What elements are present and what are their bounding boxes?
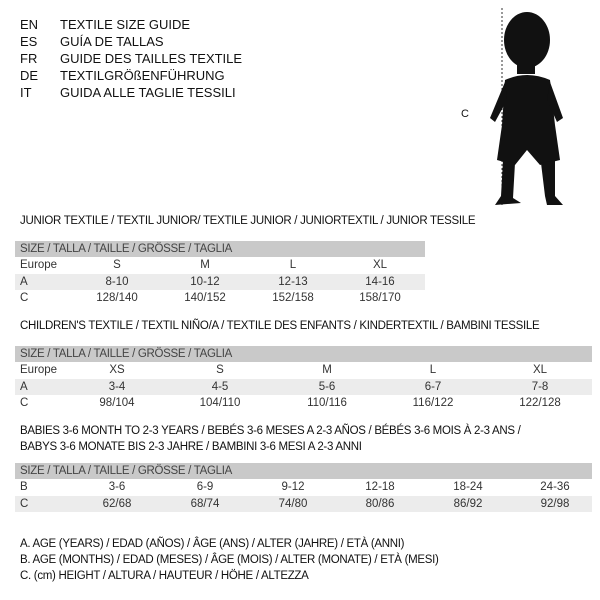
babies-heading-line2: BABYS 3-6 MONATE BIS 2-3 JAHRE / BAMBINI… bbox=[20, 441, 362, 453]
table-cell: M bbox=[200, 259, 210, 271]
table-row: C 128/140 140/152 152/158 158/170 bbox=[15, 290, 425, 307]
table-cell: S bbox=[113, 259, 121, 271]
row-label: B bbox=[20, 481, 28, 493]
legend-b: B. AGE (MONTHS) / EDAD (MESES) / ÂGE (MO… bbox=[20, 554, 439, 566]
babies-size-table: SIZE / TALLA / TAILLE / GRÖSSE / TAGLIA B… bbox=[15, 463, 592, 512]
table-cell: 5-6 bbox=[318, 380, 336, 393]
language-title: GUIDE DES TAILLES TEXTILE bbox=[60, 51, 243, 66]
table-cell: 104/110 bbox=[199, 397, 241, 409]
table-cell: 92/98 bbox=[540, 497, 570, 510]
language-code: IT bbox=[20, 85, 32, 100]
language-title: TEXTILE SIZE GUIDE bbox=[60, 17, 191, 32]
table-cell: 3-6 bbox=[108, 481, 126, 493]
language-code: FR bbox=[20, 51, 38, 66]
table-cell: 18-24 bbox=[453, 481, 483, 493]
children-heading: CHILDREN'S TEXTILE / TEXTIL NIÑO/A / TEX… bbox=[20, 320, 540, 332]
table-cell: L bbox=[289, 259, 297, 271]
table-row: C 62/68 68/74 74/80 80/86 86/92 92/98 bbox=[15, 495, 592, 512]
measure-label-c: C bbox=[461, 108, 469, 120]
junior-size-table: SIZE / TALLA / TAILLE / GRÖSSE / TAGLIA E… bbox=[15, 241, 425, 307]
table-row: A 3-4 4-5 5-6 6-7 7-8 bbox=[15, 378, 592, 395]
table-row: C 98/104 104/110 110/116 116/122 122/128 bbox=[15, 395, 592, 412]
language-title: GUIDA ALLE TAGLIE TESSILI bbox=[60, 85, 236, 100]
legend-a: A. AGE (YEARS) / EDAD (AÑOS) / ÂGE (ANS)… bbox=[20, 538, 405, 550]
table-cell: 158/170 bbox=[359, 292, 401, 304]
babies-heading-line1: BABIES 3-6 MONTH TO 2-3 YEARS / BEBÉS 3-… bbox=[20, 425, 521, 437]
table-cell: 98/104 bbox=[99, 397, 135, 409]
child-silhouette-figure bbox=[490, 8, 563, 205]
table-cell: 122/128 bbox=[519, 397, 561, 409]
table-cell: 14-16 bbox=[365, 275, 395, 288]
table-cell: XL bbox=[532, 364, 548, 376]
row-label: C bbox=[20, 497, 29, 510]
table-cell: 6-7 bbox=[424, 380, 442, 393]
table-cell: 3-4 bbox=[108, 380, 126, 393]
language-code: DE bbox=[20, 68, 39, 83]
row-label: Europe bbox=[20, 364, 58, 376]
table-cell: S bbox=[216, 364, 224, 376]
table-cell: 8-10 bbox=[105, 275, 129, 288]
child-silhouette-icon bbox=[490, 12, 563, 205]
table-cell: L bbox=[429, 364, 437, 376]
table-cell: 86/92 bbox=[453, 497, 483, 510]
language-code: ES bbox=[20, 34, 38, 49]
table-cell: 12-13 bbox=[278, 275, 308, 288]
table-row: B 3-6 6-9 9-12 12-18 18-24 24-36 bbox=[15, 479, 592, 496]
language-title: GUÍA DE TALLAS bbox=[60, 34, 164, 49]
table-cell: 140/152 bbox=[184, 292, 226, 304]
table-header: SIZE / TALLA / TAILLE / GRÖSSE / TAGLIA bbox=[15, 463, 592, 479]
row-label: C bbox=[20, 292, 29, 304]
table-cell: XL bbox=[372, 259, 388, 271]
table-cell: 68/74 bbox=[190, 497, 220, 510]
legend-c: C. (cm) HEIGHT / ALTURA / HAUTEUR / HÖHE… bbox=[20, 570, 309, 582]
language-code: EN bbox=[20, 17, 39, 32]
table-cell: 6-9 bbox=[196, 481, 214, 493]
junior-heading: JUNIOR TEXTILE / TEXTIL JUNIOR/ TEXTILE … bbox=[20, 215, 476, 227]
table-cell: 110/116 bbox=[307, 397, 347, 409]
language-title: TEXTILGRÖßENFÜHRUNG bbox=[60, 68, 225, 83]
table-cell: M bbox=[322, 364, 332, 376]
table-cell: XS bbox=[109, 364, 125, 376]
table-cell: 4-5 bbox=[211, 380, 229, 393]
table-cell: 9-12 bbox=[281, 481, 305, 493]
table-row: Europe S M L XL bbox=[15, 257, 425, 274]
table-header: SIZE / TALLA / TAILLE / GRÖSSE / TAGLIA bbox=[15, 346, 592, 362]
table-cell: 116/122 bbox=[412, 397, 454, 409]
table-cell: 24-36 bbox=[540, 481, 570, 493]
row-label: Europe bbox=[20, 259, 58, 271]
table-cell: 80/86 bbox=[365, 497, 395, 510]
children-size-table: SIZE / TALLA / TAILLE / GRÖSSE / TAGLIA E… bbox=[15, 346, 592, 412]
table-row: A 8-10 10-12 12-13 14-16 bbox=[15, 273, 425, 290]
row-label: A bbox=[20, 275, 28, 288]
table-cell: 10-12 bbox=[190, 275, 220, 288]
table-cell: 62/68 bbox=[102, 497, 132, 510]
table-header: SIZE / TALLA / TAILLE / GRÖSSE / TAGLIA bbox=[15, 241, 425, 257]
table-row: Europe XS S M L XL bbox=[15, 362, 592, 379]
table-cell: 74/80 bbox=[278, 497, 308, 510]
table-cell: 12-18 bbox=[365, 481, 395, 493]
row-label: C bbox=[20, 397, 29, 409]
table-cell: 7-8 bbox=[531, 380, 549, 393]
table-cell: 152/158 bbox=[272, 292, 314, 304]
table-cell: 128/140 bbox=[96, 292, 138, 304]
row-label: A bbox=[20, 380, 28, 393]
